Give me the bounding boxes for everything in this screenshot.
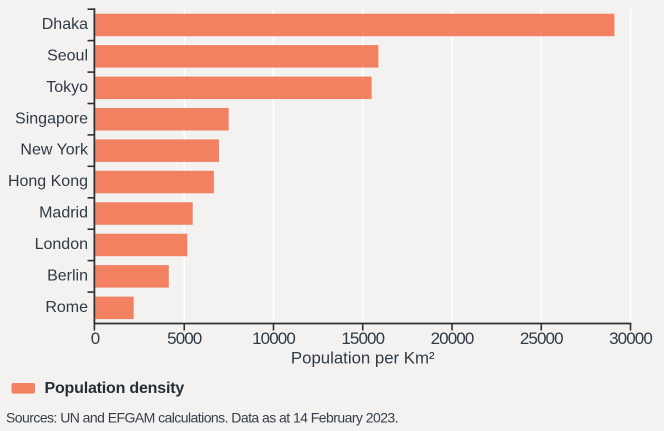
svg-text:30000: 30000 <box>609 329 652 348</box>
svg-text:Seoul: Seoul <box>47 47 88 64</box>
svg-text:Population per Km²: Population per Km² <box>291 349 435 368</box>
svg-text:London: London <box>35 236 88 253</box>
svg-text:15000: 15000 <box>341 329 384 348</box>
svg-text:10000: 10000 <box>252 329 295 348</box>
svg-text:20000: 20000 <box>431 329 474 348</box>
svg-text:Population density: Population density <box>45 380 185 397</box>
svg-text:Sources: UN and EFGAM calculat: Sources: UN and EFGAM calculations. Data… <box>6 410 398 426</box>
svg-text:25000: 25000 <box>520 329 563 348</box>
svg-text:Hong Kong: Hong Kong <box>8 173 88 190</box>
svg-text:Rome: Rome <box>45 299 88 316</box>
svg-text:Madrid: Madrid <box>39 205 88 222</box>
svg-text:Singapore: Singapore <box>15 110 88 127</box>
svg-text:0: 0 <box>91 329 100 348</box>
svg-text:Tokyo: Tokyo <box>46 79 88 96</box>
svg-text:New York: New York <box>20 142 89 159</box>
svg-text:Dhaka: Dhaka <box>42 16 88 33</box>
svg-text:Berlin: Berlin <box>47 268 88 285</box>
svg-text:5000: 5000 <box>167 329 202 348</box>
